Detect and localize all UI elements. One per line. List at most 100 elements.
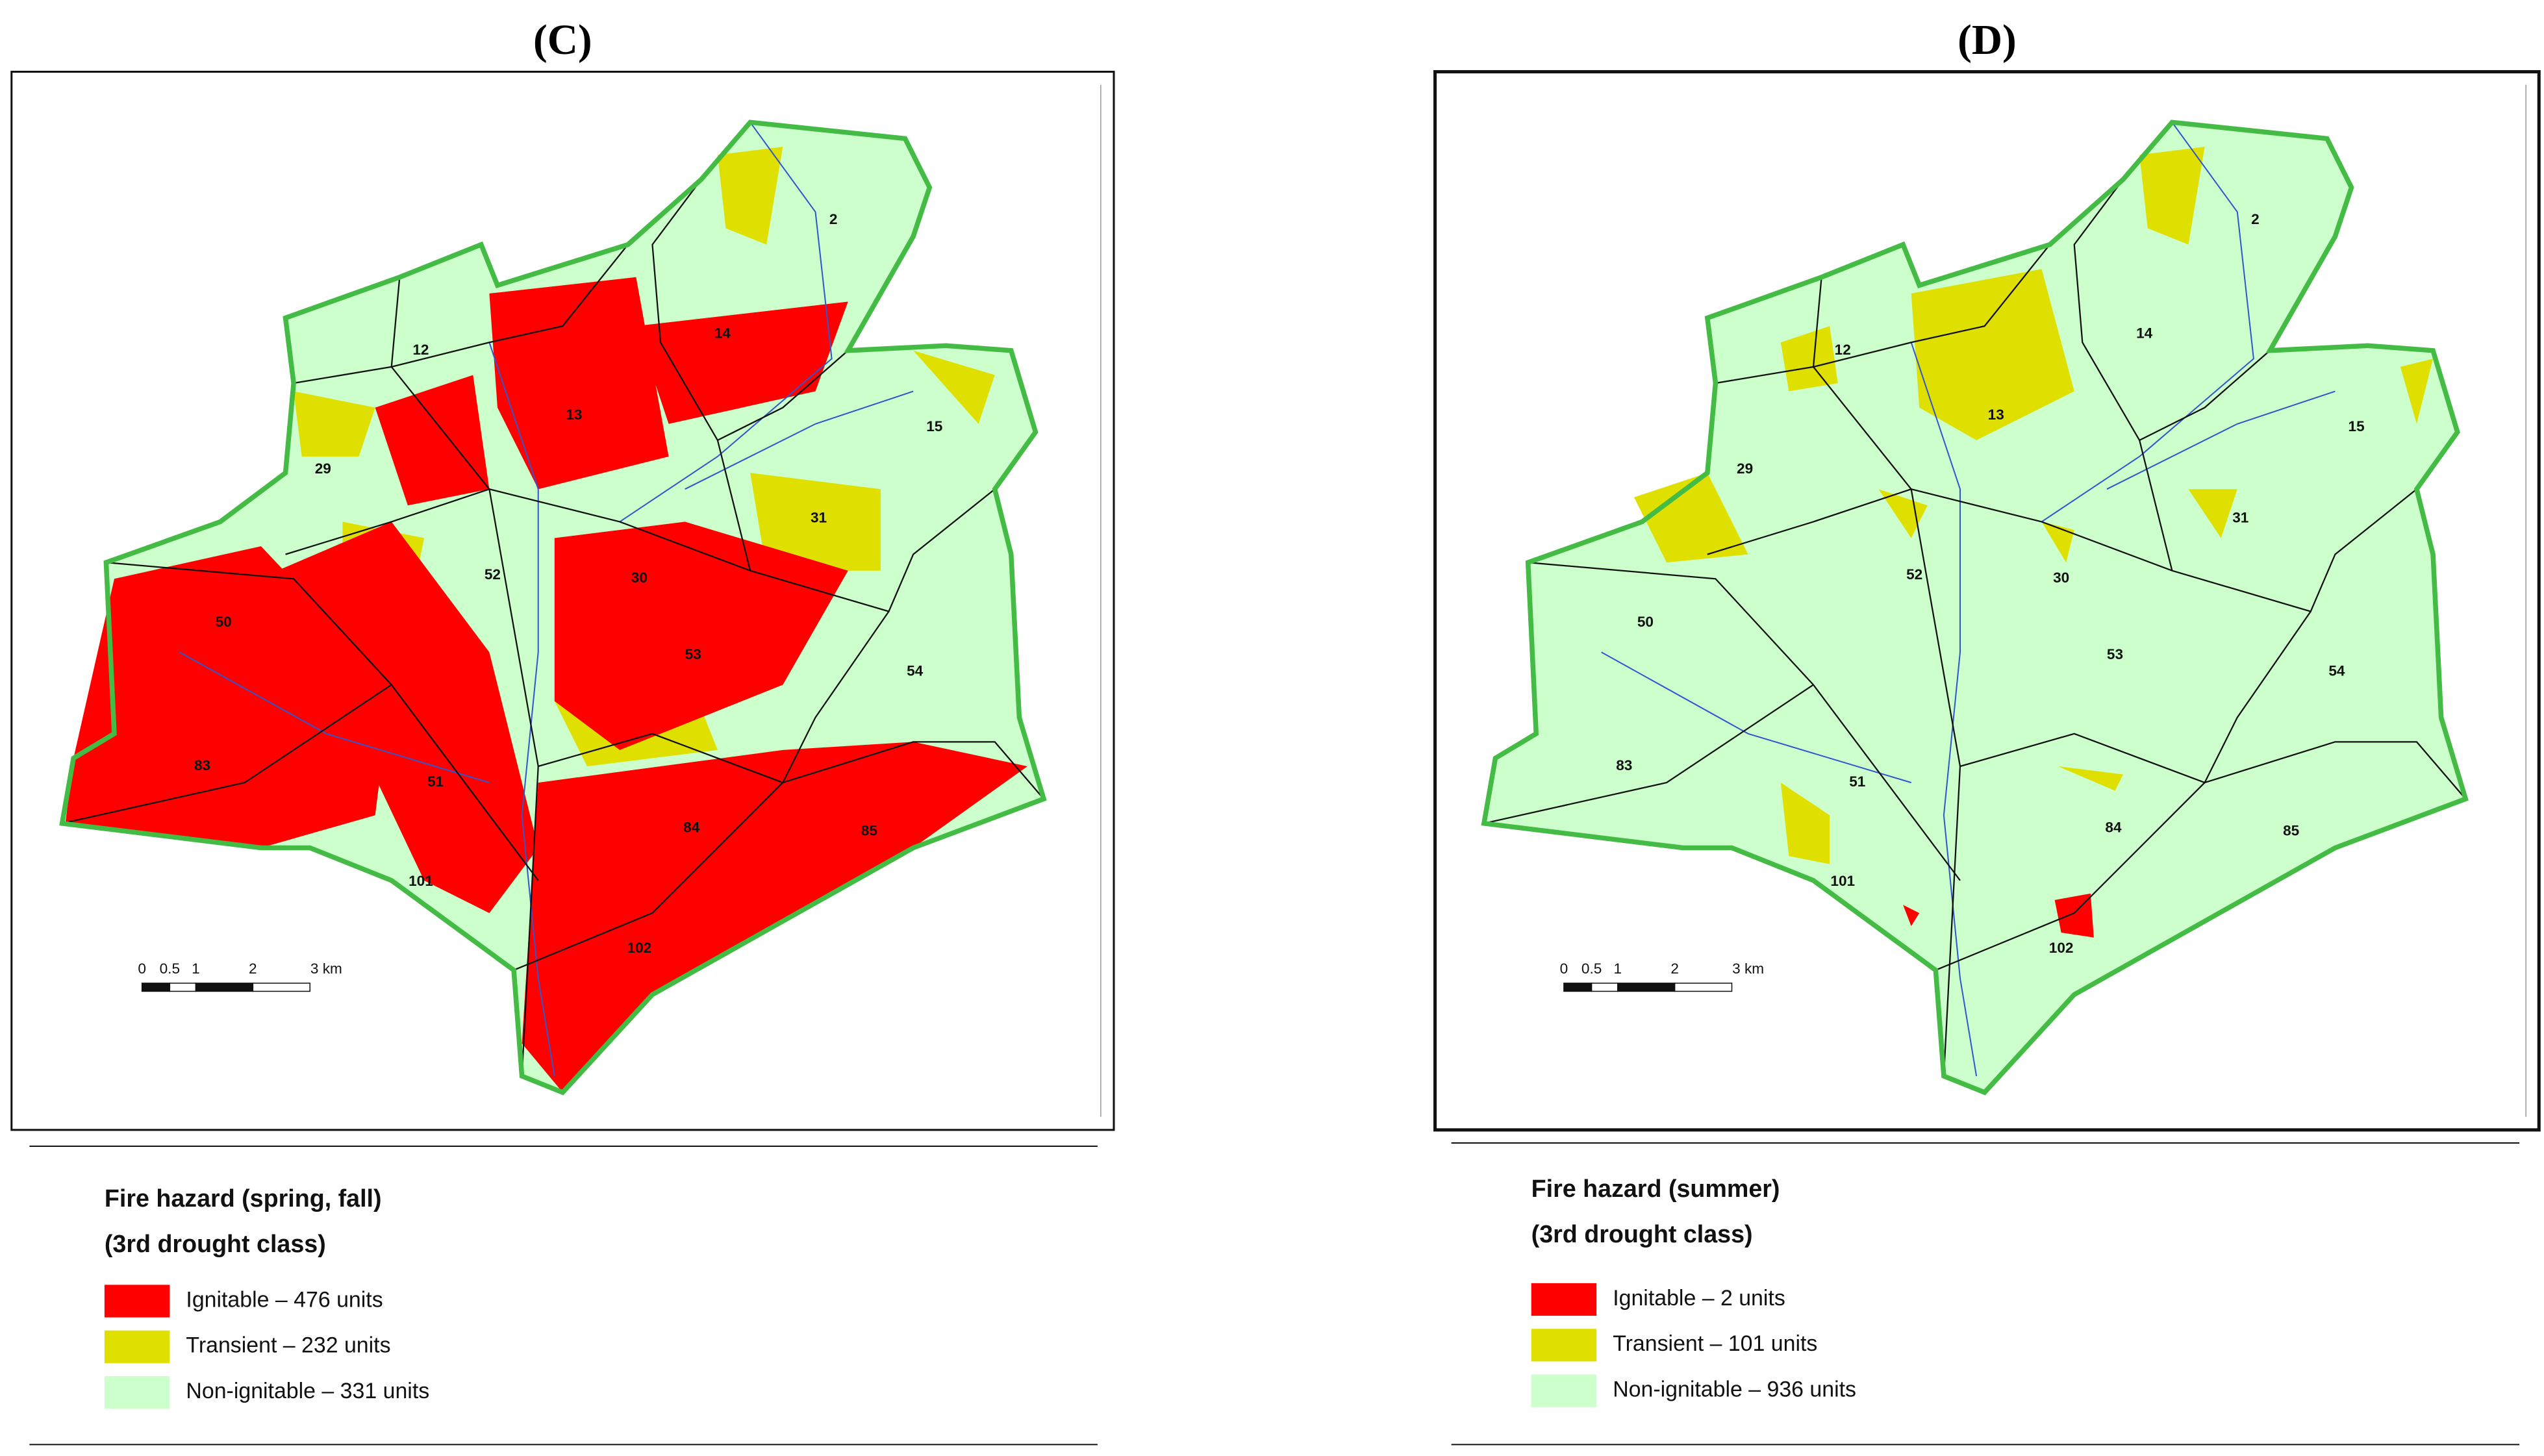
legend-label: Transient – 232 units — [186, 1333, 390, 1358]
compartment-boundary — [2073, 179, 2173, 571]
legend-swatch — [104, 1330, 170, 1363]
legend-label: Ignitable – 2 units — [1613, 1286, 1785, 1311]
compartment-number: 102 — [2049, 940, 2074, 956]
transient-area — [2188, 489, 2237, 538]
compartment-number: 85 — [861, 822, 877, 838]
transient-area — [717, 146, 783, 245]
scale-bar — [252, 983, 310, 992]
compartment-number: 12 — [1835, 342, 1851, 358]
scale-bar — [195, 983, 254, 992]
compartment-boundary — [285, 488, 996, 612]
compartment-number: 51 — [1849, 773, 1865, 790]
transient-area — [1780, 326, 1838, 392]
compartment-number: 54 — [2328, 662, 2345, 679]
transient-area — [294, 391, 375, 457]
compartment-number: 84 — [683, 819, 700, 835]
scale-bar — [1591, 983, 1618, 992]
panel-label: (D) — [1958, 17, 2017, 64]
compartment-number: 52 — [1906, 566, 1922, 583]
compartment-number: 15 — [2349, 418, 2365, 434]
transient-area — [2400, 358, 2434, 424]
map-area — [1483, 122, 2466, 1093]
stream — [2106, 390, 2336, 490]
compartment-number: 13 — [566, 407, 582, 423]
compartment-number: 31 — [2232, 509, 2248, 525]
transient-area — [2139, 146, 2205, 245]
compartment-number: 85 — [2283, 822, 2299, 838]
scale-label: 1 — [192, 960, 200, 977]
scale-label: 0 — [1560, 960, 1568, 977]
compartment-number: 13 — [1988, 407, 2004, 423]
compartment-number: 84 — [2105, 819, 2122, 835]
scale-bar — [1563, 983, 1593, 992]
compartment-number: 101 — [1830, 873, 1855, 889]
legend-title: Fire hazard (spring, fall) — [105, 1185, 382, 1212]
compartment-number: 53 — [2107, 646, 2123, 662]
compartment-boundary — [1812, 277, 1961, 1077]
scale-bar — [1617, 983, 1676, 992]
legend-title: Fire hazard (summer) — [1531, 1175, 1780, 1202]
compartment-number: 29 — [315, 460, 331, 477]
compartment-number: 2 — [2251, 211, 2260, 227]
scale-label: 1 — [1613, 960, 1622, 977]
legend-label: Transient – 101 units — [1613, 1331, 1817, 1356]
compartment-boundary — [1935, 782, 2206, 971]
compartment-boundary — [390, 277, 539, 1077]
ignitable-area — [277, 521, 538, 913]
compartment-number: 30 — [631, 570, 648, 586]
legend-swatch — [1531, 1283, 1597, 1316]
compartment-number: 51 — [427, 773, 444, 790]
compartment-number: 29 — [1737, 460, 1753, 477]
compartment-number: 50 — [1637, 614, 1654, 630]
map-outline — [59, 119, 1047, 1096]
transient-area — [750, 473, 881, 571]
legend-swatch — [104, 1375, 170, 1409]
scale-label: 0.5 — [160, 960, 180, 977]
ignitable-area — [2054, 893, 2094, 938]
scale-label: 3 km — [310, 960, 342, 977]
stream — [488, 342, 555, 1077]
compartment-number: 83 — [1616, 757, 1632, 773]
compartment-number: 83 — [194, 757, 210, 773]
compartment-number: 102 — [627, 940, 652, 956]
compartment-boundary — [1483, 684, 1814, 824]
ignitable-area — [522, 742, 1027, 1093]
map-outline — [1481, 119, 2469, 1096]
compartment-number: 101 — [409, 873, 433, 889]
stream — [1910, 342, 1978, 1077]
stream — [2041, 121, 2254, 523]
compartment-number: 50 — [216, 614, 232, 630]
scale-bar — [141, 983, 171, 992]
compartment-number: 12 — [412, 342, 429, 358]
compartment-number: 31 — [811, 509, 827, 525]
ignitable-area — [489, 277, 669, 490]
compartment-number: 14 — [714, 325, 731, 342]
scale-label: 2 — [1670, 960, 1679, 977]
scale-bar — [169, 983, 197, 992]
transient-area — [1911, 269, 2074, 440]
legend-title: (3rd drought class) — [105, 1230, 326, 1257]
transient-area — [2041, 521, 2074, 563]
legend-label: Non-ignitable – 331 units — [186, 1379, 429, 1403]
legend-title: (3rd drought class) — [1531, 1220, 1753, 1248]
stream — [685, 390, 914, 490]
ignitable-area — [1903, 905, 1920, 927]
scale-label: 0 — [138, 960, 146, 977]
scale-label: 2 — [249, 960, 257, 977]
compartment-boundary — [62, 684, 392, 824]
compartment-boundary — [2139, 349, 2271, 441]
compartment-boundary — [2204, 741, 2467, 799]
legend-label: Non-ignitable – 936 units — [1613, 1377, 1856, 1402]
compartment-boundary — [651, 179, 751, 571]
transient-area — [2058, 766, 2124, 791]
ignitable-area — [554, 521, 848, 750]
transient-area — [1633, 473, 1748, 563]
compartment-number: 52 — [485, 566, 501, 583]
scale-bar — [1674, 983, 1733, 992]
legend-swatch — [1531, 1374, 1597, 1407]
stream — [179, 651, 490, 784]
